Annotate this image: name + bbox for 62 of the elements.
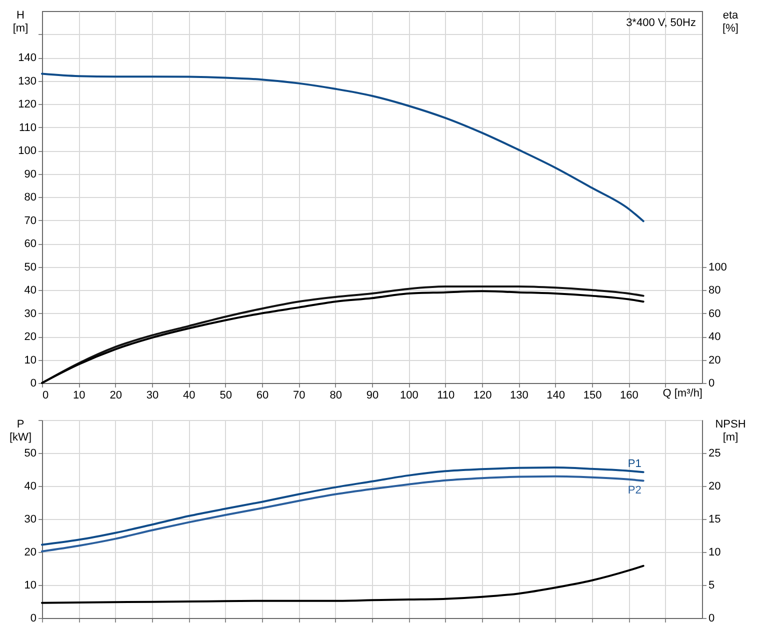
y-tick-label: 20 — [24, 331, 36, 343]
y2-axis-title: NPSH [m] — [715, 418, 746, 444]
x-tick-label: 10 — [73, 390, 86, 402]
y-tick-label: 20 — [24, 546, 36, 558]
y-tick-label: 90 — [24, 168, 36, 180]
y-tick-label: 100 — [18, 145, 36, 157]
x-tick-label: 130 — [510, 390, 528, 402]
y-tick-label: 110 — [18, 122, 36, 134]
y-tick-label: 10 — [24, 354, 36, 366]
y-tick-label: 140 — [18, 52, 36, 64]
x-tick-label: 120 — [473, 390, 492, 402]
line-series — [41, 564, 644, 604]
y-tick-label: 30 — [24, 514, 36, 526]
y2-tick-label: 15 — [708, 514, 721, 526]
y2-tick-label: 80 — [708, 284, 721, 296]
series-label: P2 — [628, 484, 642, 497]
y2-tick-label: 20 — [708, 354, 721, 366]
x-tick-label: 110 — [437, 390, 455, 402]
y-tick-label: 50 — [24, 448, 36, 460]
y-tick-label: 30 — [24, 308, 36, 320]
y2-tick-label: 0 — [708, 378, 715, 390]
y2-tick-label: 0 — [708, 612, 715, 624]
y-axis-title: P [kW] — [10, 418, 32, 444]
x-tick-label: 100 — [400, 390, 418, 402]
x-tick-label: 80 — [330, 390, 342, 402]
y-tick-label: 40 — [24, 284, 36, 296]
annotation: 3*400 V, 50Hz — [626, 17, 696, 29]
y2-tick-label: 100 — [708, 261, 727, 274]
x-tick-label: 40 — [183, 390, 196, 402]
y2-tick-label: 25 — [708, 448, 721, 460]
y-tick-label: 130 — [18, 75, 36, 88]
series-label: P1 — [628, 458, 642, 470]
x-tick-label: 90 — [366, 390, 379, 402]
x-tick-label: 50 — [220, 390, 232, 402]
x-tick-label: 70 — [293, 390, 306, 402]
y-tick-label: 0 — [30, 378, 36, 390]
y-tick-label: 10 — [24, 580, 36, 592]
x-tick-label: 140 — [546, 390, 566, 402]
x-tick-label: 160 — [620, 390, 638, 402]
line-series — [41, 466, 644, 546]
y-tick-label: 40 — [24, 480, 36, 492]
y2-tick-label: 60 — [708, 308, 721, 320]
x-axis-title: Q [m³/h] — [662, 388, 702, 400]
x-tick-label: 150 — [583, 390, 602, 402]
x-tick-label: 0 — [42, 390, 49, 402]
line-series — [41, 475, 644, 552]
x-tick-label: 60 — [256, 390, 269, 402]
y2-tick-label: 20 — [708, 480, 721, 492]
x-tick-label: 20 — [110, 390, 122, 402]
x-tick-label: 30 — [146, 390, 159, 402]
y-tick-label: 0 — [30, 612, 36, 624]
y2-tick-label: 10 — [708, 546, 721, 558]
y2-axis-title: eta [%] — [722, 10, 740, 34]
y-axis-title: H [m] — [12, 10, 28, 34]
y-tick-label: 80 — [24, 192, 36, 204]
y2-tick-label: 5 — [708, 580, 715, 592]
y-tick-label: 50 — [24, 261, 36, 274]
y-tick-label: 120 — [18, 98, 36, 110]
line-series — [41, 72, 644, 222]
y-tick-label: 60 — [24, 238, 36, 250]
y-tick-label: 70 — [24, 214, 36, 227]
y2-tick-label: 40 — [708, 331, 721, 343]
